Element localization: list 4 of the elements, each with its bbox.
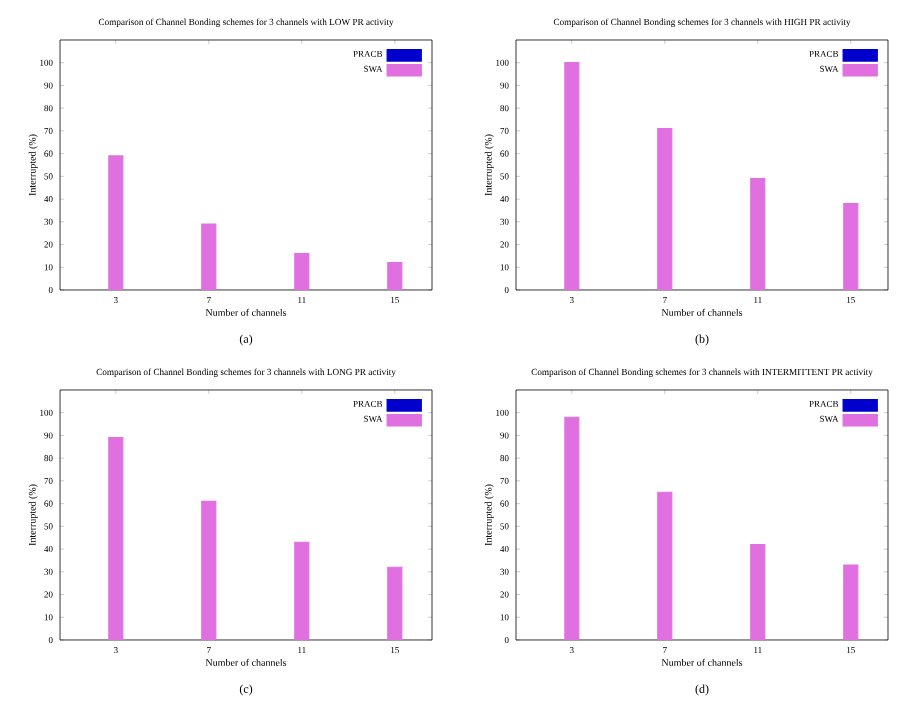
bar — [843, 564, 859, 640]
bar — [657, 491, 673, 640]
bar — [564, 416, 580, 640]
bar — [750, 543, 766, 640]
